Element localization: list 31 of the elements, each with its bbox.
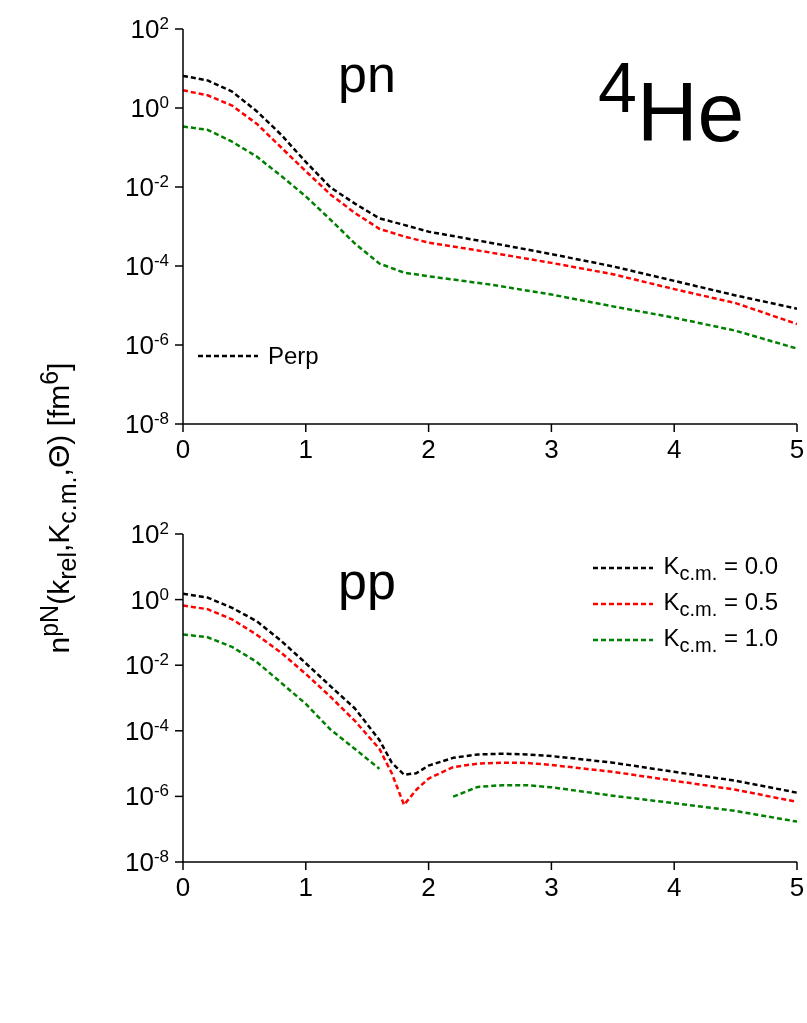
y-tick-label: 10$^{-6}$ xyxy=(124,780,169,812)
y-tick-label: 10$^{-2}$ xyxy=(124,649,169,681)
annotation: pn xyxy=(338,45,396,103)
x-tick-label: 4 xyxy=(666,434,682,464)
x-tick-label: 0 xyxy=(175,872,191,902)
annotation: $^{4}$He xyxy=(598,49,745,159)
y-tick-label: 10$^{2}$ xyxy=(130,13,169,44)
y-tick-label: 10$^{2}$ xyxy=(130,518,169,549)
y-tick-label: 10$^{-8}$ xyxy=(124,408,169,439)
x-tick-label: 1 xyxy=(298,872,314,902)
x-tick-label: 3 xyxy=(544,872,559,902)
y-tick-label: 10$^{-2}$ xyxy=(124,171,169,202)
x-tick-label: 0 xyxy=(175,434,191,464)
x-tick-label: 2 xyxy=(421,434,436,464)
y-tick-label: 10$^{0}$ xyxy=(130,584,169,615)
y-tick-label: 10$^{-6}$ xyxy=(124,329,169,360)
legend-label: K$_{c.m.}$ = 0.0 xyxy=(663,551,778,585)
annotation: pp xyxy=(338,552,396,610)
y-tick-label: 10$^{0}$ xyxy=(130,92,169,123)
x-tick-label: 2 xyxy=(421,872,436,902)
x-tick-label: 5 xyxy=(789,872,805,902)
x-tick-label: 1 xyxy=(298,434,314,464)
legend-label: K$_{c.m.}$ = 1.0 xyxy=(663,623,778,657)
y-tick-label: 10$^{-8}$ xyxy=(124,846,169,877)
x-tick-label: 5 xyxy=(789,434,805,464)
x-tick-label: 4 xyxy=(666,872,682,902)
legend-label: K$_{c.m.}$ = 0.5 xyxy=(663,587,778,621)
y-tick-label: 10$^{-4}$ xyxy=(124,715,169,746)
legend-label: Perp xyxy=(268,342,319,370)
x-tick-label: 3 xyxy=(544,434,559,464)
y-tick-label: 10$^{-4}$ xyxy=(124,250,169,281)
